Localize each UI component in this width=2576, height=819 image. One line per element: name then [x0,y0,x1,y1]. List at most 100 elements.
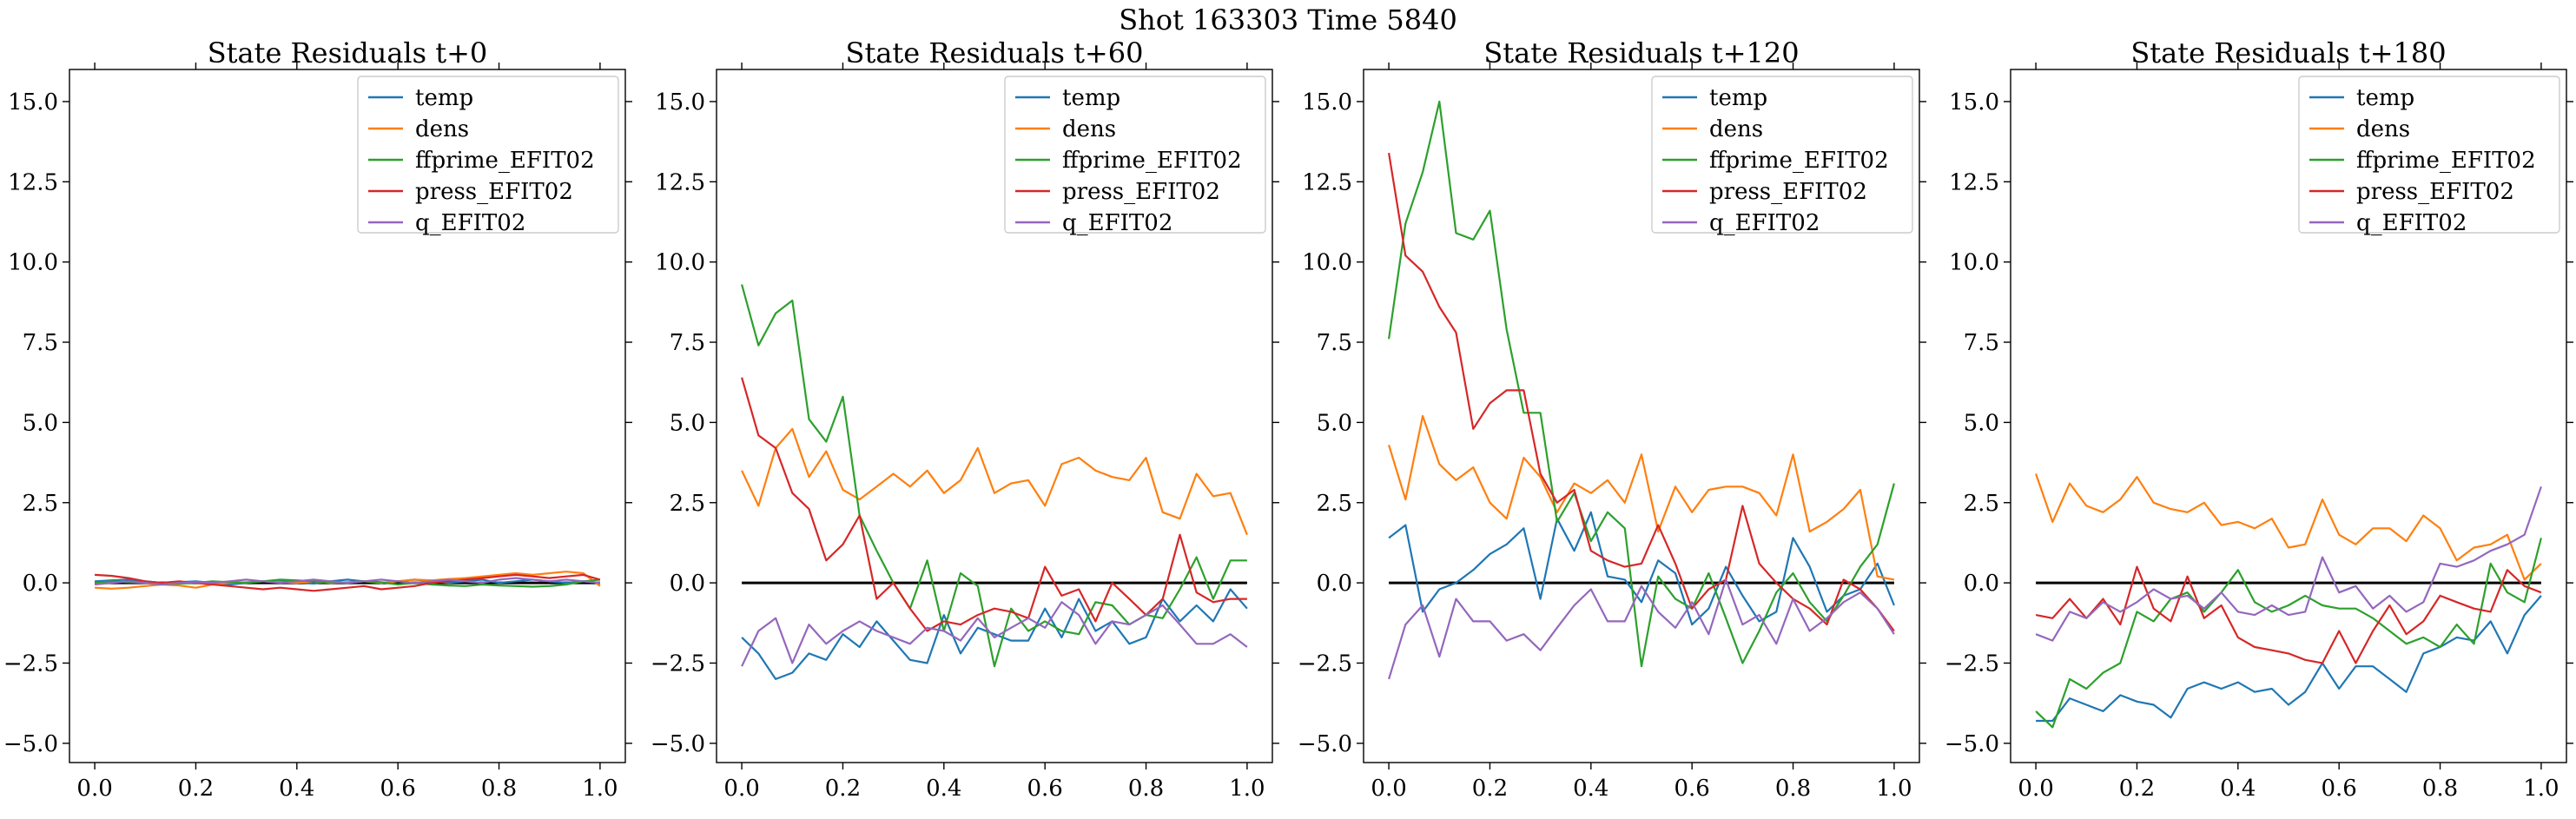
y-tick-label: 15.0 [1949,89,1999,116]
legend-box [357,76,619,234]
legend-label-ffprime_EFIT02: ffprime_EFIT02 [1709,148,1889,174]
series-line-dens [1388,414,1895,581]
series-line-press_EFIT02 [1388,152,1895,632]
x-tick-label: 1.0 [582,776,618,802]
y-tick-label: 7.5 [670,330,705,356]
y-tick-label: 2.5 [1317,491,1352,517]
x-tick-label: 0.4 [279,776,314,802]
series-line-temp [1388,511,1895,626]
legend-label-q_EFIT02: q_EFIT02 [415,210,525,236]
legend-label-temp: temp [1062,85,1120,111]
y-tick-label: 10.0 [655,250,705,276]
series-line-q_EFIT02 [94,577,601,586]
x-tick-label: 0.8 [2422,776,2458,802]
x-tick-label: 1.0 [2523,776,2559,802]
y-tick-label: 15.0 [1302,89,1352,116]
legend-label-temp: temp [415,85,473,111]
chart-panel-2: State Residuals t+60 −5.0 −2.5 0.0 2.5 5.0 7.5… [651,36,1279,802]
y-tick-label: 7.5 [1964,330,1999,356]
y-tick-label: −2.5 [1298,651,1352,677]
x-tick-label: 1.0 [1876,776,1912,802]
series-line-ffprime_EFIT02 [1388,100,1895,668]
x-tick-label: 0.2 [178,776,214,802]
x-tick-label: 0.8 [481,776,517,802]
series-line-q_EFIT02 [741,601,1248,667]
y-tick-label: 5.0 [23,410,58,436]
y-tick-label: 7.5 [1317,330,1352,356]
x-tick-label: 0.6 [380,776,416,802]
y-tick-label: 7.5 [23,330,58,356]
y-tick-label: −5.0 [1298,731,1352,757]
x-tick-label: 0.0 [723,776,759,802]
chart-title: State Residuals t+0 [208,36,488,69]
x-tick-label: 0.2 [2119,776,2155,802]
legend-label-q_EFIT02: q_EFIT02 [1062,210,1172,236]
series-line-press_EFIT02 [2035,565,2542,664]
x-tick-label: 0.4 [926,776,961,802]
y-tick-label: 2.5 [1964,491,1999,517]
chart-panel-4: State Residuals t+180 −5.0 −2.5 0.0 2.5 5.0 7.… [1945,36,2573,802]
y-tick-label: −2.5 [3,651,58,677]
series-line-press_EFIT02 [741,377,1247,632]
series-line-q_EFIT02 [1388,578,1895,680]
x-tick-label: 0.8 [1128,776,1164,802]
x-tick-label: 0.0 [1371,776,1406,802]
y-tick-label: 10.0 [1302,250,1352,276]
legend-label-temp: temp [1709,85,1767,111]
y-tick-label: −5.0 [651,731,705,757]
chart-title: State Residuals t+180 [2130,36,2446,69]
series-line-press_EFIT02 [95,573,601,592]
y-tick-label: 12.5 [1949,169,1999,195]
legend-box [2298,76,2560,234]
legend-label-press_EFIT02: press_EFIT02 [1062,179,1220,205]
y-tick-label: 0.0 [1964,571,1999,597]
legend-label-ffprime_EFIT02: ffprime_EFIT02 [1062,148,1242,174]
y-tick-label: 0.0 [670,571,705,597]
y-tick-label: 15.0 [8,89,58,116]
x-tick-label: 0.0 [76,776,112,802]
figure-suptitle: Shot 163303 Time 5840 [1119,3,1457,36]
y-tick-label: −5.0 [3,731,58,757]
y-tick-label: 12.5 [1302,169,1352,195]
legend-box [1004,76,1266,234]
y-tick-label: −2.5 [1945,651,1999,677]
legend-label-dens: dens [415,116,469,142]
y-tick-label: 12.5 [8,169,58,195]
x-tick-label: 0.6 [1027,776,1063,802]
y-tick-label: 2.5 [670,491,705,517]
y-tick-label: 0.0 [23,571,58,597]
y-tick-label: 10.0 [8,250,58,276]
x-tick-label: 0.2 [825,776,861,802]
legend-label-press_EFIT02: press_EFIT02 [415,179,573,205]
x-tick-label: 0.8 [1775,776,1811,802]
y-tick-label: 10.0 [1949,250,1999,276]
chart-title: State Residuals t+60 [846,36,1144,69]
legend-label-q_EFIT02: q_EFIT02 [2356,210,2467,236]
y-tick-label: 0.0 [1317,571,1352,597]
series-line-temp [2036,595,2542,723]
x-tick-label: 0.4 [2220,776,2256,802]
y-tick-label: 12.5 [655,169,705,195]
x-tick-label: 0.6 [2322,776,2357,802]
legend-box [1651,76,1913,234]
legend-label-dens: dens [1062,116,1116,142]
x-tick-label: 0.0 [2018,776,2053,802]
chart-panel-3: State Residuals t+120 −5.0 −2.5 0.0 2.5 5.0 7.… [1298,36,1926,802]
chart-title: State Residuals t+120 [1483,36,1799,69]
y-tick-label: 5.0 [670,410,705,436]
y-tick-label: −5.0 [1945,731,1999,757]
y-tick-label: −2.5 [651,651,705,677]
series-line-dens [741,427,1248,536]
series-line-q_EFIT02 [2035,485,2542,642]
y-tick-label: 2.5 [23,491,58,517]
x-tick-label: 0.4 [1573,776,1608,802]
legend-label-ffprime_EFIT02: ffprime_EFIT02 [415,148,595,174]
legend-label-dens: dens [1709,116,1763,142]
legend-label-ffprime_EFIT02: ffprime_EFIT02 [2356,148,2536,174]
legend-label-dens: dens [2356,116,2410,142]
chart-panel-1: State Residuals t+0 −5.0 −2.5 0.0 2.5 5.0 7.5 1… [3,36,632,802]
legend-label-temp: temp [2356,85,2414,111]
series-line-ffprime_EFIT02 [2035,538,2542,729]
x-tick-label: 0.2 [1472,776,1508,802]
